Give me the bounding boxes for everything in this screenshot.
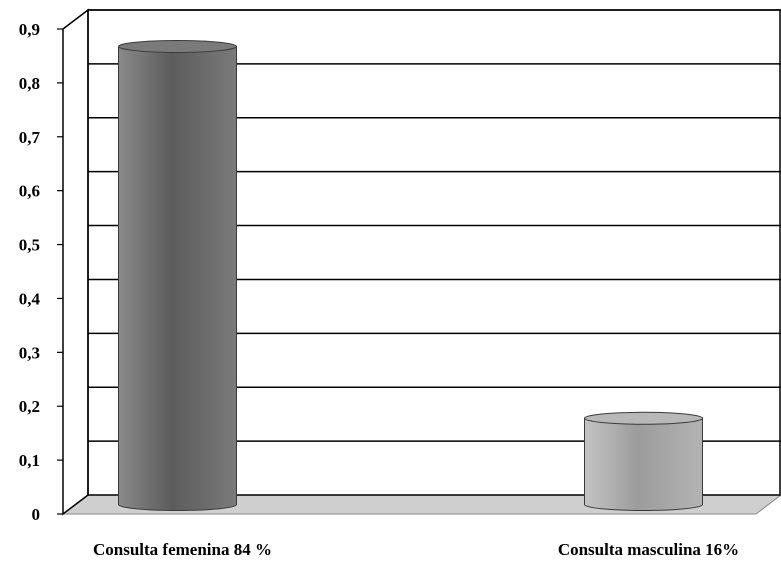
bar-consulta-masculina-top xyxy=(584,411,703,425)
chart-side-wall xyxy=(62,8,89,516)
category-label-femenina: Consulta femenina 84 % xyxy=(93,540,272,559)
bars xyxy=(118,39,703,511)
y-tick-label: 0,3 xyxy=(19,343,40,362)
y-tick-label: 0,2 xyxy=(19,397,40,416)
y-tick-label: 0,6 xyxy=(19,182,40,201)
y-tick-label: 0,4 xyxy=(19,289,41,308)
bar-consulta-masculina xyxy=(584,417,703,511)
y-tick-label: 0,1 xyxy=(19,451,40,470)
y-tick-label: 0,9 xyxy=(19,20,40,39)
y-tick-label: 0,7 xyxy=(19,128,41,147)
y-tick-label: 0,5 xyxy=(19,236,40,255)
y-tick-label: 0,8 xyxy=(19,74,40,93)
bar-consulta-femenina xyxy=(118,45,237,511)
bar-consulta-femenina-top xyxy=(118,39,237,53)
chart-back-wall xyxy=(87,9,781,496)
category-label-masculina: Consulta masculina 16% xyxy=(558,540,739,559)
y-tick-label: 0 xyxy=(32,505,41,524)
labels: 0 0,1 0,2 0,3 0,4 0,5 0,6 0,7 0,8 0,9 Consulta fem… xyxy=(19,20,739,559)
